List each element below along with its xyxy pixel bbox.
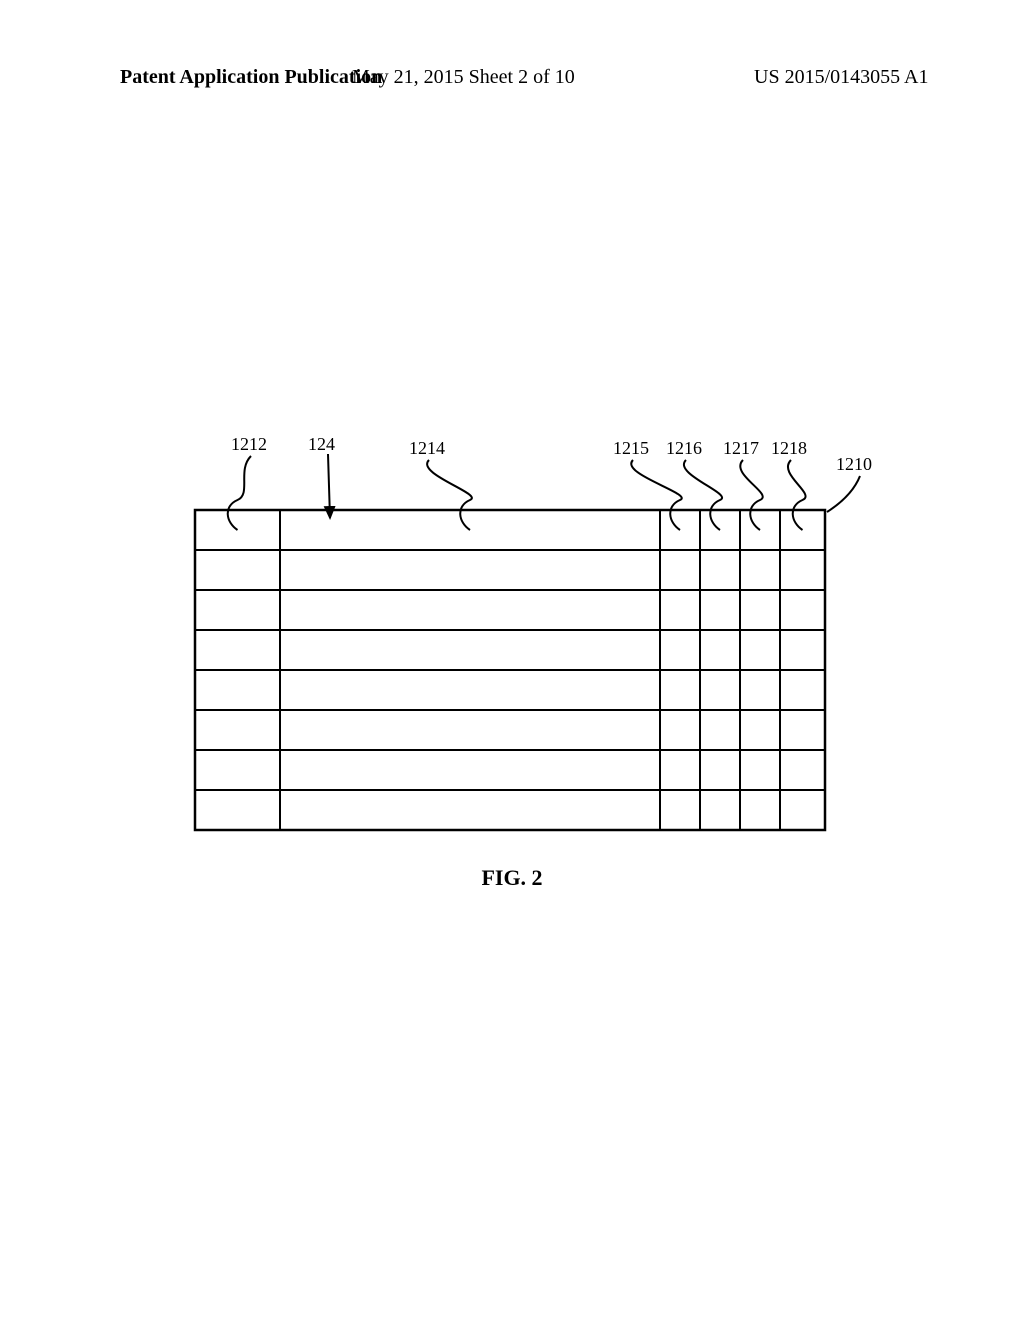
reference-numeral: 1217 bbox=[723, 438, 759, 459]
reference-numeral: 1215 bbox=[613, 438, 649, 459]
figure-caption-text: FIG. 2 bbox=[481, 865, 542, 890]
reference-numeral: 1212 bbox=[231, 434, 267, 455]
reference-numeral: 1214 bbox=[409, 438, 445, 459]
reference-numeral: 1218 bbox=[771, 438, 807, 459]
reference-numeral: 1210 bbox=[836, 454, 872, 475]
reference-numeral: 124 bbox=[308, 434, 335, 455]
page: Patent Application Publication May 21, 2… bbox=[0, 0, 1024, 1320]
figure-caption: FIG. 2 bbox=[0, 865, 1024, 891]
figure-diagram bbox=[0, 0, 1024, 1320]
reference-numeral: 1216 bbox=[666, 438, 702, 459]
